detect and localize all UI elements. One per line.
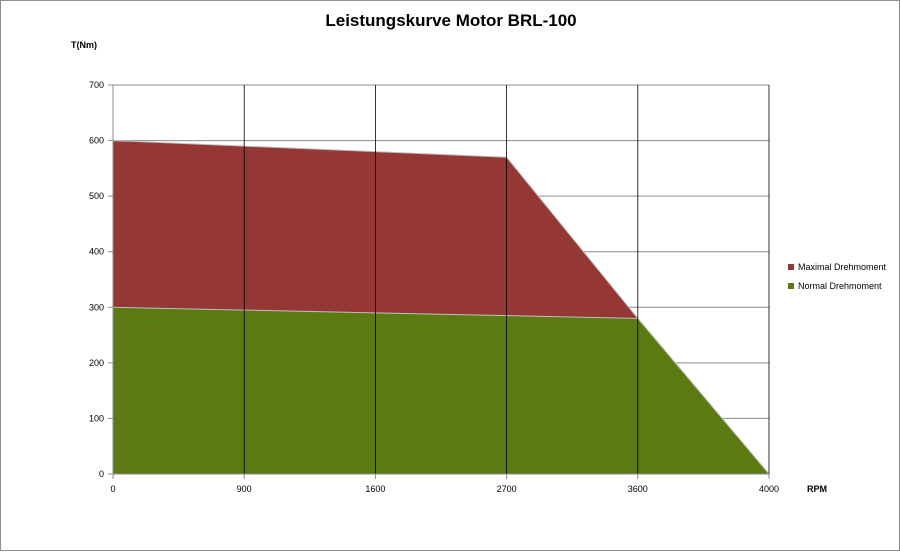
x-axis-label: RPM: [807, 484, 827, 494]
y-axis-label: T(Nm): [71, 40, 97, 50]
x-tick-label-1: 900: [237, 484, 252, 494]
y-tick-label-600: 600: [89, 136, 104, 146]
x-tick-labels: 0 900 1600 2700 3600 4000: [110, 484, 779, 494]
x-tick-label-0: 0: [110, 484, 115, 494]
y-tick-label-0: 0: [99, 469, 104, 479]
legend: Maximal Drehmoment Normal Drehmoment: [788, 262, 887, 291]
y-tick-labels: 0 100 200 300 400 500 600 700: [89, 80, 104, 479]
y-tick-label-100: 100: [89, 413, 104, 423]
y-tick-label-700: 700: [89, 80, 104, 90]
legend-swatch-1: [788, 283, 794, 289]
x-tick-label-3: 2700: [497, 484, 517, 494]
x-tick-label-2: 1600: [365, 484, 385, 494]
y-tick-label-200: 200: [89, 358, 104, 368]
chart-title: Leistungskurve Motor BRL-100: [325, 11, 576, 30]
legend-label-0: Maximal Drehmoment: [798, 262, 887, 272]
legend-label-1: Normal Drehmoment: [798, 281, 882, 291]
x-tick-label-5: 4000: [759, 484, 779, 494]
y-tick-label-400: 400: [89, 247, 104, 257]
y-tick-label-500: 500: [89, 191, 104, 201]
y-tick-label-300: 300: [89, 302, 104, 312]
area-series-1: [113, 307, 769, 474]
legend-swatch-0: [788, 264, 794, 270]
x-tick-label-4: 3600: [628, 484, 648, 494]
